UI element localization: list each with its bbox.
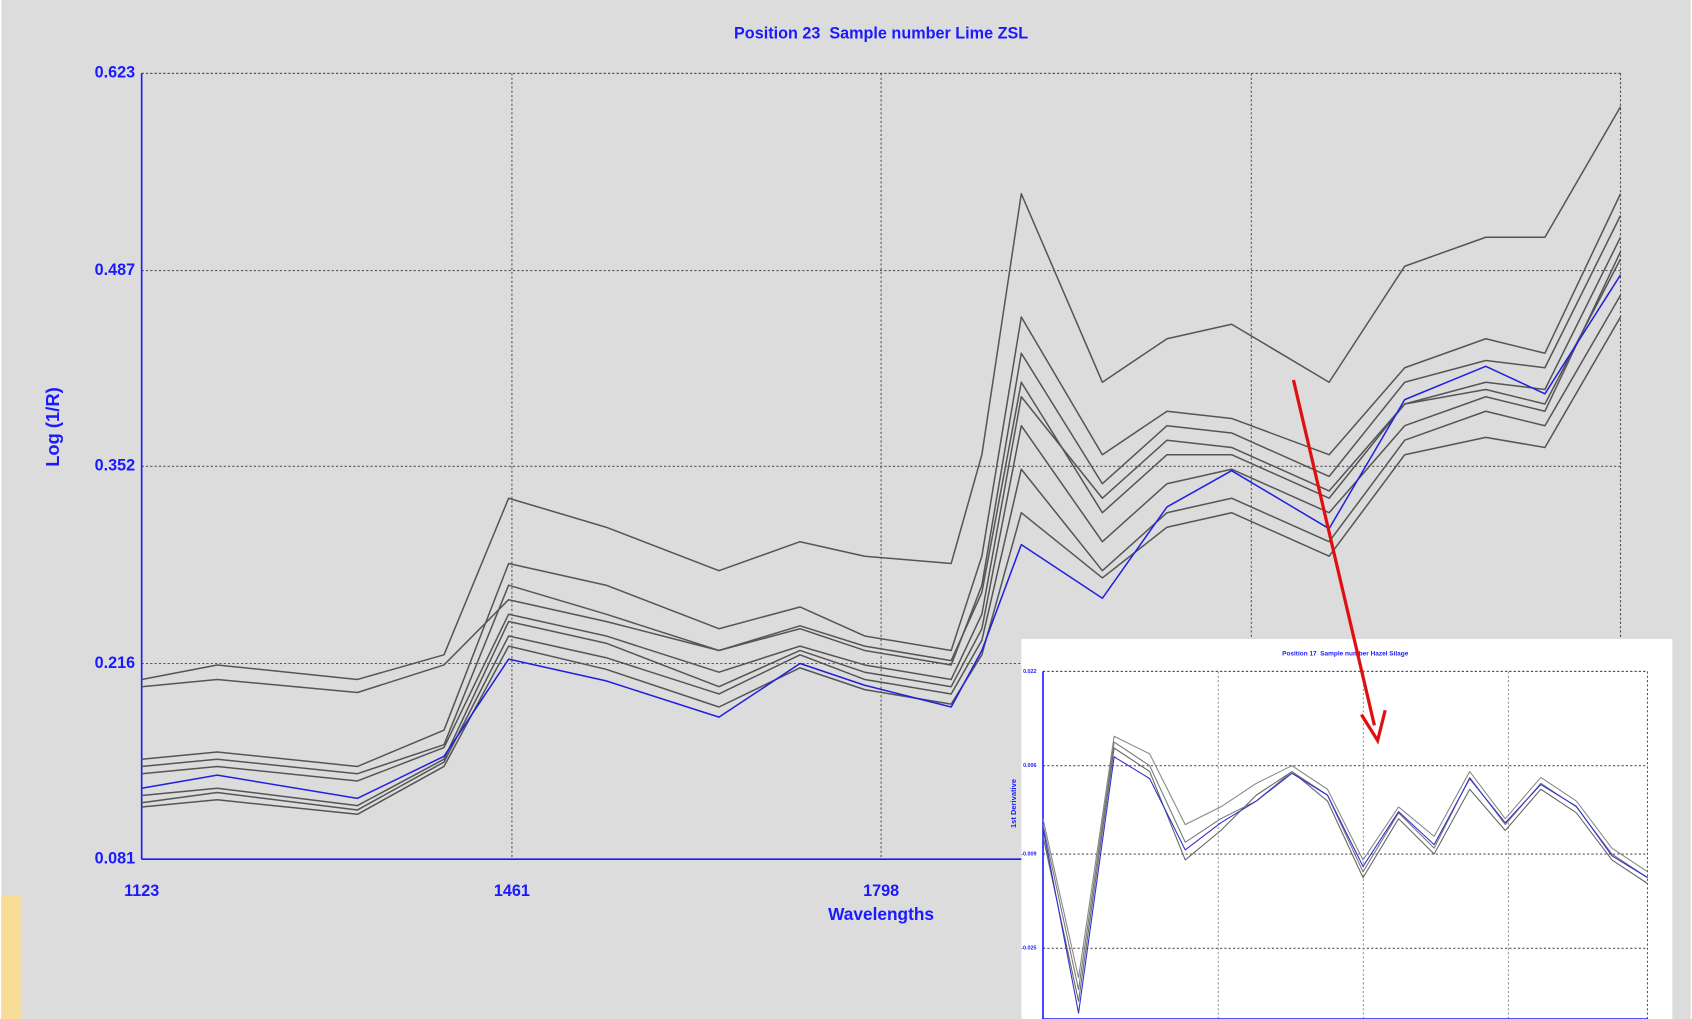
y-tick-label: 0.081 — [95, 850, 136, 868]
y-axis-label: Log (1/R) — [42, 387, 63, 466]
series-line — [1042, 735, 1648, 979]
main-chart: 0.0810.2160.3520.4870.623112314611798213… — [42, 24, 1638, 924]
inset-background — [1021, 639, 1673, 1019]
chart-title: Position 17 Sample number Hazel Silage — [1282, 651, 1409, 658]
series-line — [141, 274, 1622, 800]
series-line — [141, 251, 1622, 807]
chart-title: Position 23 Sample number Lime ZSL — [734, 24, 1028, 42]
x-tick-label: 1123 — [124, 882, 159, 900]
x-tick-label: 1461 — [494, 882, 530, 900]
x-axis-label: Wavelengths — [828, 904, 934, 924]
arrow-shaft — [1291, 379, 1376, 726]
arrow-head — [1360, 709, 1387, 745]
y-tick-label: -0.025 — [1021, 946, 1036, 952]
series-line — [141, 106, 1622, 681]
y-tick-label: -0.009 — [1021, 851, 1036, 857]
red-arrow — [1291, 379, 1387, 745]
y-axis-label: 1st Derivative — [1009, 779, 1018, 828]
y-tick-label: 0.216 — [95, 654, 136, 672]
y-tick-label: 0.022 — [1023, 669, 1036, 675]
y-tick-label: 0.487 — [95, 261, 136, 279]
y-tick-label: 0.352 — [95, 457, 136, 475]
y-tick-label: 0.623 — [95, 64, 136, 82]
x-tick-label: 1798 — [863, 882, 899, 900]
series-line — [1042, 747, 1648, 1002]
inset-chart: 0.022 0.006 -0.009 -0.025 Position 17 Sample… — [1009, 639, 1673, 1019]
corner-strip — [1, 895, 21, 1019]
series-line — [141, 236, 1622, 782]
y-tick-label: 0.006 — [1023, 763, 1036, 769]
series-line — [1042, 741, 1648, 991]
series-line — [1042, 756, 1648, 1014]
series-line — [141, 193, 1622, 768]
